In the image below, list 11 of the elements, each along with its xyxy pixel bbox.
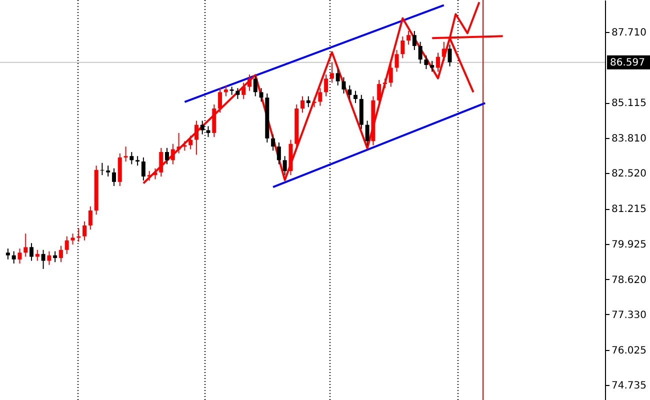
y-tick-label: 85.115 [612,98,646,110]
y-tick-label: 81.215 [612,204,646,216]
y-tick-label: 78.620 [612,274,646,286]
y-tick-label: 82.520 [612,168,646,180]
y-tick-label: 83.810 [612,134,646,145]
y-tick-label: 79.925 [612,239,646,250]
ref-line-label: 86.597 [610,57,645,68]
y-tick-label: 87.710 [612,28,646,39]
y-tick-label: 76.025 [612,345,646,356]
y-tick-label: 74.735 [612,380,646,392]
y-tick-label: 77.330 [612,310,646,321]
